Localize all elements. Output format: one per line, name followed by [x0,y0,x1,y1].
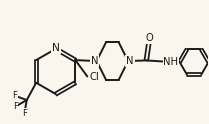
Text: NH: NH [163,57,178,67]
Text: Cl: Cl [89,72,99,82]
Text: F: F [22,108,27,118]
Text: O: O [145,33,153,43]
Text: F: F [12,91,17,100]
Text: N: N [91,56,98,66]
Text: F: F [13,102,18,111]
Text: N: N [126,56,134,66]
Text: N: N [52,44,60,53]
